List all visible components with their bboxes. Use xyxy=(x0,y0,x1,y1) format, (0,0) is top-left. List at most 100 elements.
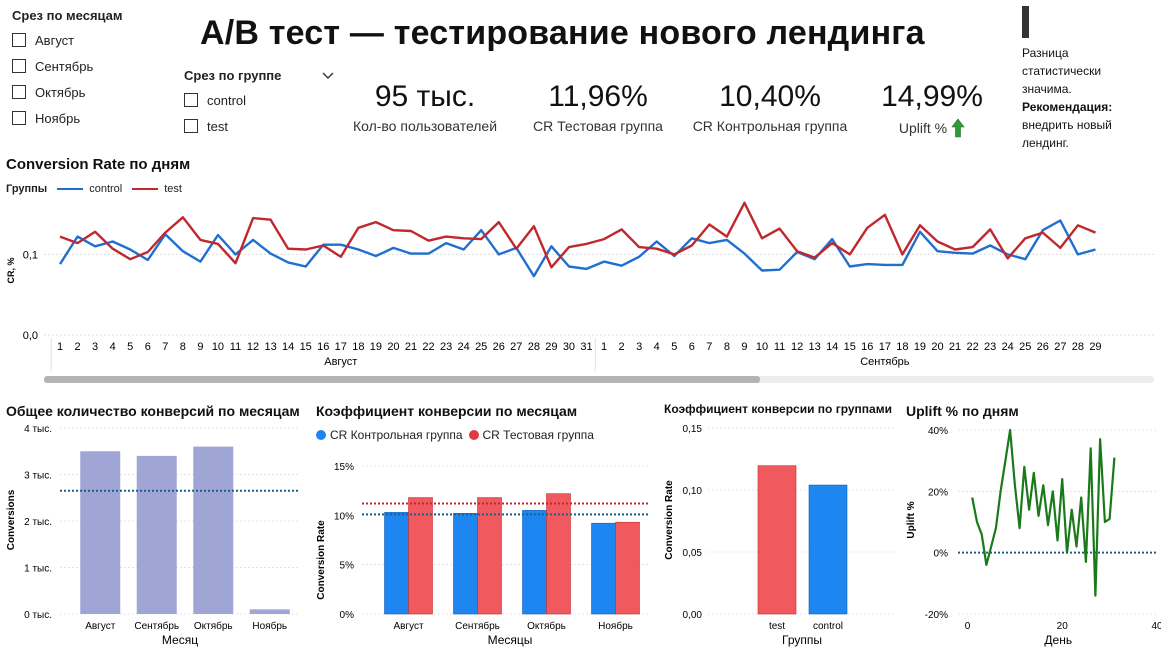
x-tick-label: 25 xyxy=(1019,341,1031,353)
month-slicer: Срез по месяцам Август Сентябрь Октябрь … xyxy=(12,8,172,131)
x-tick-label: 9 xyxy=(197,341,203,353)
y-axis-label: Conversion Rate xyxy=(316,520,327,600)
x-tick-label: 18 xyxy=(896,341,908,353)
checkbox[interactable] xyxy=(184,93,198,107)
option-label: Ноябрь xyxy=(35,110,81,126)
bar-Октябрь-0 xyxy=(522,510,547,615)
x-tick-label: 22 xyxy=(422,341,434,353)
group-option-control[interactable]: control xyxy=(184,87,334,113)
kpi-cr-test: 11,96% CR Тестовая группа xyxy=(518,80,678,134)
x-tick-label: 20 xyxy=(931,341,943,353)
bar-Сентябрь xyxy=(136,455,177,614)
kpi-cr-control: 10,40% CR Контрольная группа xyxy=(688,80,852,134)
month-option-september[interactable]: Сентябрь xyxy=(12,53,172,79)
bar-Октябрь xyxy=(193,446,234,614)
kpi-label: CR Контрольная группа xyxy=(692,118,848,134)
chevron-down-icon[interactable] xyxy=(322,72,334,80)
y-tick-label: 1 тыс. xyxy=(24,564,52,575)
x-tick-label: 15 xyxy=(844,341,856,353)
y-tick-label: 3 тыс. xyxy=(24,471,52,482)
horizontal-scrollbar-thumb[interactable] xyxy=(44,376,760,383)
x-tick-label: 21 xyxy=(949,341,961,353)
note-text: Разница статистически значима. xyxy=(1022,46,1102,96)
bar-test xyxy=(757,465,797,615)
x-tick-label: 26 xyxy=(493,341,505,353)
x-axis-label: Месяц xyxy=(162,633,198,647)
checkbox[interactable] xyxy=(12,111,26,125)
y-axis-label: Conversion Rate xyxy=(664,480,675,560)
x-tick-label: 11 xyxy=(774,341,785,353)
x-tick-label: 28 xyxy=(1072,341,1084,353)
x-tick-label: 13 xyxy=(809,341,821,353)
recommendation-note: Разница статистически значима. Рекоменда… xyxy=(1022,46,1113,150)
legend-label-control: control xyxy=(89,183,123,195)
x-tick-label: 7 xyxy=(706,341,712,353)
kpi-value: 95 тыс. xyxy=(374,80,476,113)
uplift-chart-title: Uplift % по дням xyxy=(906,403,1019,419)
bar-Август-1 xyxy=(408,497,433,615)
kpi-label: Uplift % xyxy=(898,120,948,136)
y-tick-label: -20% xyxy=(925,610,948,621)
x-tick-label: 31 xyxy=(580,341,592,353)
bar-control xyxy=(808,484,848,615)
x-tick-label: 20 xyxy=(387,341,399,353)
bar-Октябрь-1 xyxy=(546,493,571,615)
checkbox[interactable] xyxy=(12,59,26,73)
x-tick-label: 1 xyxy=(57,341,63,353)
x-tick-label: Октябрь xyxy=(194,620,233,632)
month-slicer-title: Срез по месяцам xyxy=(12,8,123,23)
x-tick-label: 19 xyxy=(914,341,926,353)
y-tick-label: 5% xyxy=(340,561,355,572)
x-tick-label: 23 xyxy=(984,341,996,353)
x-tick-label: 22 xyxy=(966,341,978,353)
x-tick-label: 12 xyxy=(791,341,803,353)
x-tick-label: 3 xyxy=(636,341,642,353)
month-option-october[interactable]: Октябрь xyxy=(12,79,172,105)
option-label: Сентябрь xyxy=(35,58,94,74)
x-axis-label: День xyxy=(1044,633,1072,647)
x-tick-label: 11 xyxy=(230,341,241,353)
month-option-august[interactable]: Август xyxy=(12,27,172,53)
cr-month-legend: CR Контрольная группа CR Тестовая группа xyxy=(316,428,594,442)
x-tick-label: 6 xyxy=(689,341,695,353)
y-tick-label: 0,0 xyxy=(23,330,38,342)
checkbox[interactable] xyxy=(12,85,26,99)
month-option-november[interactable]: Ноябрь xyxy=(12,105,172,131)
decoration-bar xyxy=(1022,6,1029,38)
y-tick-label: 10% xyxy=(334,511,354,522)
conversions-chart: Conversions 0 тыс. 1 тыс. 2 тыс. 3 тыс. 4 тыс… xyxy=(6,424,300,647)
checkbox[interactable] xyxy=(184,119,198,133)
x-tick-label: 6 xyxy=(145,341,151,353)
x-tick-label: Ноябрь xyxy=(598,620,633,632)
x-tick-label: Сентябрь xyxy=(134,620,179,632)
x-tick-label: 27 xyxy=(510,341,522,353)
x-tick-label: test xyxy=(769,621,785,632)
x-tick-label: 12 xyxy=(247,341,259,353)
x-tick-label: 24 xyxy=(458,341,470,353)
recommendation-label: Рекомендация xyxy=(1022,100,1109,114)
kpi-value: 14,99% xyxy=(881,80,983,113)
x-tick-label: Август xyxy=(85,621,116,632)
x-tick-label: 5 xyxy=(127,341,133,353)
x-tick-label: 17 xyxy=(335,341,347,353)
legend-label-test: test xyxy=(164,183,182,195)
x-tick-label: 1 xyxy=(601,341,607,353)
kpi-users: 95 тыс. Кол-во пользователей xyxy=(340,80,510,134)
x-tick-label: 8 xyxy=(180,341,186,353)
x-tick-label: 27 xyxy=(1054,341,1066,353)
y-tick-label: 0,00 xyxy=(683,610,703,621)
kpi-label: Кол-во пользователей xyxy=(352,118,498,134)
x-tick-label: 30 xyxy=(563,341,575,353)
y-tick-label: 2 тыс. xyxy=(24,517,52,528)
checkbox[interactable] xyxy=(12,33,26,47)
y-axis-label: Conversions xyxy=(6,489,17,550)
conversions-chart-title: Общее количество конверсий по месяцам xyxy=(6,403,300,419)
daily-cr-legend: Группы control test xyxy=(6,183,182,195)
group-option-test[interactable]: test xyxy=(184,113,334,139)
month-label: Август xyxy=(324,356,357,368)
x-tick-label: 5 xyxy=(671,341,677,353)
x-axis-label: Месяцы xyxy=(488,633,533,647)
daily-cr-chart: CR, %0,00,11 2 3 4 5 6 7 8 9 10 11 12 13 14 15 16 17 18 19… xyxy=(6,201,1155,371)
x-tick-label: 17 xyxy=(879,341,891,353)
legend-label-cr-test: CR Тестовая группа xyxy=(482,428,594,442)
